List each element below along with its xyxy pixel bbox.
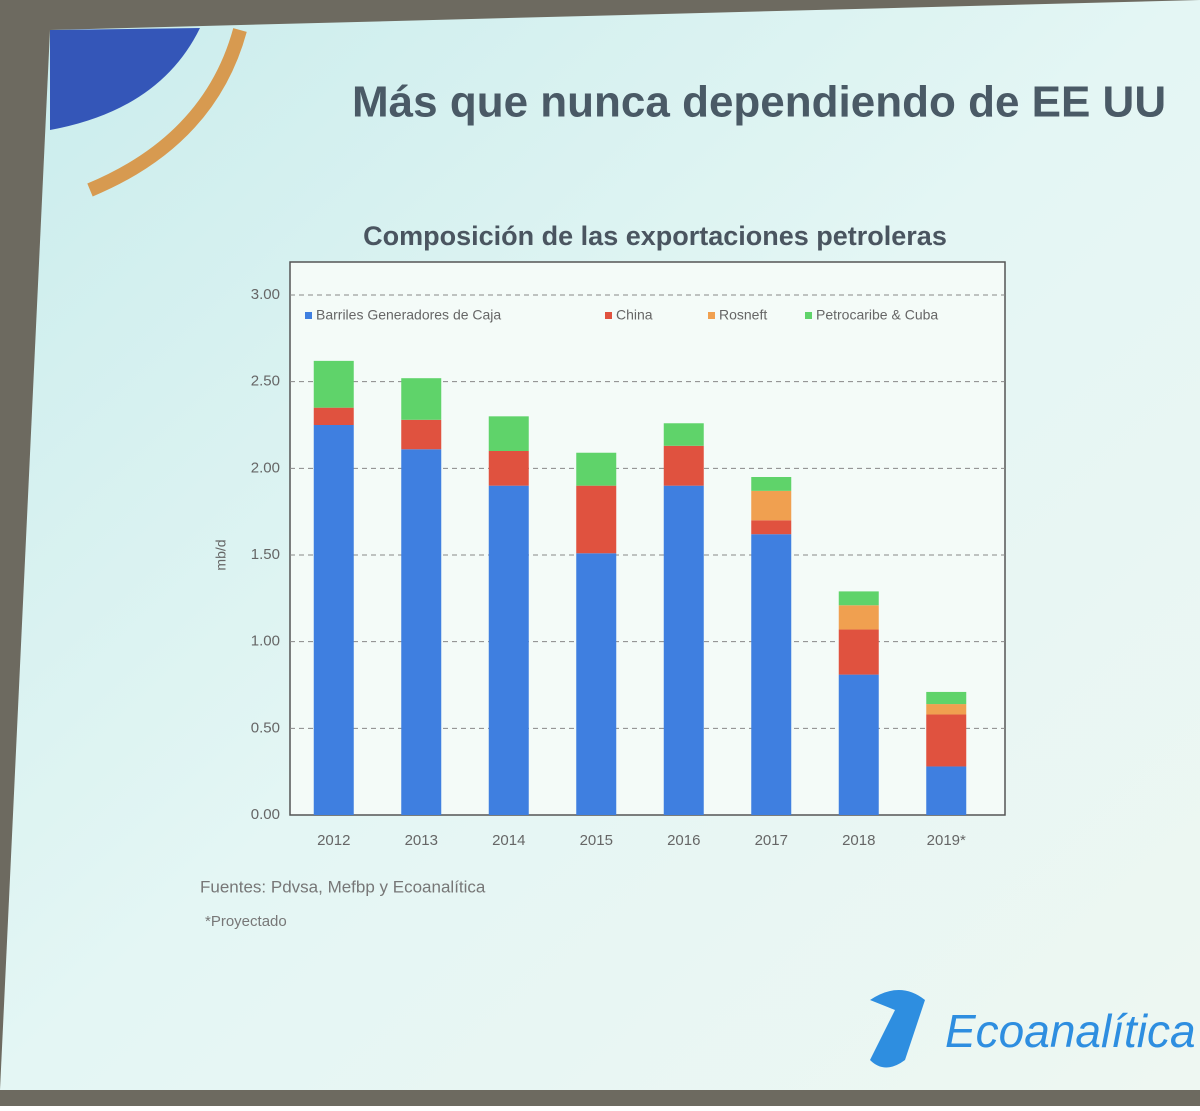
note: Fuentes: Pdvsa, Mefbp y Ecoanalítica	[200, 877, 486, 896]
bar-segment	[926, 704, 967, 715]
x-tick-label: 2014	[492, 832, 525, 849]
bar-segment	[576, 553, 617, 815]
bar-segment	[838, 629, 879, 675]
bar-segment	[313, 407, 354, 425]
logo-text: Ecoanalítica	[945, 1005, 1196, 1057]
legend-label: China	[616, 307, 653, 323]
legend-label: Barriles Generadores de Caja	[316, 307, 501, 323]
y-tick-label: 0.00	[251, 806, 280, 823]
y-tick-label: 0.50	[251, 719, 280, 736]
bar-segment	[751, 490, 792, 521]
bar-segment	[751, 534, 792, 815]
bar-segment	[663, 423, 704, 446]
y-tick-label: 2.00	[251, 459, 280, 476]
x-tick-label: 2012	[317, 832, 350, 849]
bar-segment	[663, 445, 704, 486]
logo-icon	[870, 990, 925, 1068]
bar-segment	[401, 378, 442, 420]
corner-shape	[50, 28, 200, 130]
bar-segment	[838, 605, 879, 630]
legend-label: Petrocaribe & Cuba	[816, 307, 938, 323]
chart-title: Composición de las exportaciones petrole…	[363, 221, 947, 251]
bar-segment	[838, 674, 879, 815]
bar-segment	[576, 485, 617, 554]
bar-segment	[751, 477, 792, 491]
legend-swatch	[305, 312, 312, 319]
y-tick-label: 1.00	[251, 633, 280, 650]
bar-segment	[838, 591, 879, 606]
legend-swatch	[605, 312, 612, 319]
bar-segment	[488, 485, 529, 815]
x-tick-label: 2015	[580, 832, 613, 849]
bar-segment	[313, 360, 354, 408]
y-tick-label: 3.00	[251, 286, 280, 303]
bar-segment	[663, 485, 704, 815]
legend-swatch	[708, 312, 715, 319]
bar-segment	[926, 714, 967, 767]
legend-label: Rosneft	[719, 307, 767, 323]
x-tick-label: 2016	[667, 832, 700, 849]
corner-swoosh	[87, 28, 247, 197]
slide-title: Más que nunca dependiendo de EE UU	[352, 78, 1166, 127]
x-tick-label: 2018	[842, 832, 875, 849]
x-tick-label: 2019*	[927, 832, 966, 849]
bar-segment	[751, 520, 792, 535]
y-tick-label: 2.50	[251, 373, 280, 390]
bar-segment	[576, 452, 617, 486]
bar-segment	[488, 451, 529, 486]
note: *Proyectado	[205, 913, 287, 930]
bar-segment	[401, 449, 442, 815]
bar-segment	[313, 425, 354, 815]
plot-frame	[289, 261, 1006, 816]
legend-swatch	[805, 312, 812, 319]
bar-segment	[926, 766, 967, 815]
bar-segment	[926, 691, 967, 705]
x-tick-label: 2017	[755, 832, 788, 849]
bar-segment	[401, 419, 442, 450]
x-tick-label: 2013	[405, 832, 438, 849]
bar-segment	[488, 416, 529, 451]
y-axis-label: mb/d	[213, 539, 229, 570]
y-tick-label: 1.50	[251, 546, 280, 563]
